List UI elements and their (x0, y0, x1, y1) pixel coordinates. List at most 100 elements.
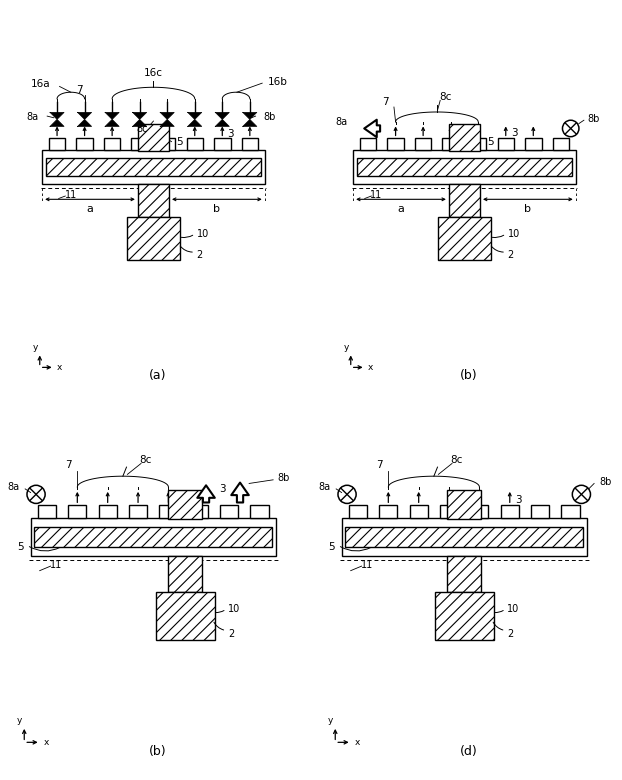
Polygon shape (160, 112, 174, 119)
Polygon shape (160, 119, 174, 126)
Text: x: x (355, 739, 360, 747)
Polygon shape (188, 119, 202, 126)
Text: 11: 11 (370, 190, 383, 200)
Bar (138, 185, 169, 218)
Polygon shape (50, 119, 64, 126)
Bar (241, 138, 258, 150)
Text: a: a (86, 204, 93, 215)
Bar (42, 150, 264, 185)
Text: 3: 3 (511, 129, 518, 138)
Text: y: y (328, 716, 333, 725)
Polygon shape (215, 112, 230, 119)
Bar (34, 527, 272, 547)
Text: 8b: 8b (587, 114, 600, 123)
Polygon shape (78, 112, 91, 119)
Text: a: a (397, 204, 404, 215)
Text: 16b: 16b (268, 76, 288, 87)
Bar (168, 490, 202, 519)
Bar (501, 505, 519, 518)
Text: 8b: 8b (600, 477, 612, 487)
Bar (552, 138, 569, 150)
Bar (159, 505, 177, 518)
Bar (341, 518, 587, 556)
Text: 8b: 8b (277, 473, 290, 483)
Bar (68, 505, 86, 518)
Bar (214, 138, 231, 150)
Bar (345, 527, 583, 547)
Bar (159, 138, 175, 150)
Bar (104, 138, 121, 150)
Text: 7: 7 (65, 460, 72, 470)
Bar (251, 505, 269, 518)
Text: y: y (17, 716, 22, 725)
Bar (442, 138, 459, 150)
Bar (131, 138, 148, 150)
Bar (470, 505, 488, 518)
Text: 2: 2 (508, 629, 514, 640)
Bar (562, 505, 580, 518)
Bar (410, 505, 428, 518)
Bar (168, 556, 202, 593)
Text: y: y (344, 342, 350, 352)
Bar (449, 124, 480, 151)
Bar (38, 505, 56, 518)
Text: 16a: 16a (31, 79, 50, 89)
Bar (435, 593, 494, 640)
Bar (30, 518, 276, 556)
Bar (156, 593, 215, 640)
Text: 5: 5 (17, 542, 24, 552)
Text: 10: 10 (197, 229, 209, 239)
Text: 7: 7 (376, 460, 383, 470)
Polygon shape (215, 119, 230, 126)
Text: 8b: 8b (264, 112, 276, 122)
Bar (129, 505, 147, 518)
Text: 3: 3 (515, 495, 522, 505)
Text: 2: 2 (508, 250, 514, 261)
Polygon shape (105, 112, 119, 119)
Bar (349, 505, 367, 518)
Text: 2: 2 (197, 250, 203, 261)
Bar (360, 138, 376, 150)
Text: 8c: 8c (439, 92, 452, 102)
Text: (d): (d) (460, 745, 478, 758)
Polygon shape (105, 119, 119, 126)
Bar (379, 505, 397, 518)
Text: b: b (213, 204, 220, 215)
Bar (449, 185, 480, 218)
Bar (447, 556, 481, 593)
Text: (b): (b) (149, 745, 167, 758)
Bar (190, 505, 208, 518)
Text: 8c: 8c (139, 455, 152, 465)
Text: 8a: 8a (318, 482, 331, 492)
Polygon shape (243, 112, 257, 119)
Bar (49, 138, 65, 150)
Text: 10: 10 (228, 604, 241, 614)
Text: 8c: 8c (450, 455, 463, 465)
Text: (b): (b) (460, 369, 477, 382)
Text: x: x (368, 363, 373, 372)
Text: y: y (33, 342, 39, 352)
Bar (438, 218, 491, 261)
Text: 5: 5 (328, 542, 335, 552)
Text: 7: 7 (77, 85, 83, 94)
Text: 3: 3 (227, 129, 234, 140)
Bar (447, 490, 481, 519)
Bar (415, 138, 432, 150)
Text: 8a: 8a (27, 112, 39, 122)
Bar (187, 138, 203, 150)
Text: 7: 7 (383, 97, 389, 107)
Text: 16c: 16c (144, 69, 163, 78)
Bar (531, 505, 549, 518)
Bar (45, 158, 261, 176)
Text: 11: 11 (65, 190, 77, 200)
Bar (99, 505, 117, 518)
Bar (220, 505, 238, 518)
Text: 8a: 8a (335, 117, 348, 127)
Bar (127, 218, 180, 261)
Bar (498, 138, 514, 150)
Bar (77, 138, 93, 150)
Bar (440, 505, 458, 518)
Bar (353, 150, 575, 185)
Text: 11: 11 (50, 560, 62, 570)
Text: 8a: 8a (7, 482, 20, 492)
